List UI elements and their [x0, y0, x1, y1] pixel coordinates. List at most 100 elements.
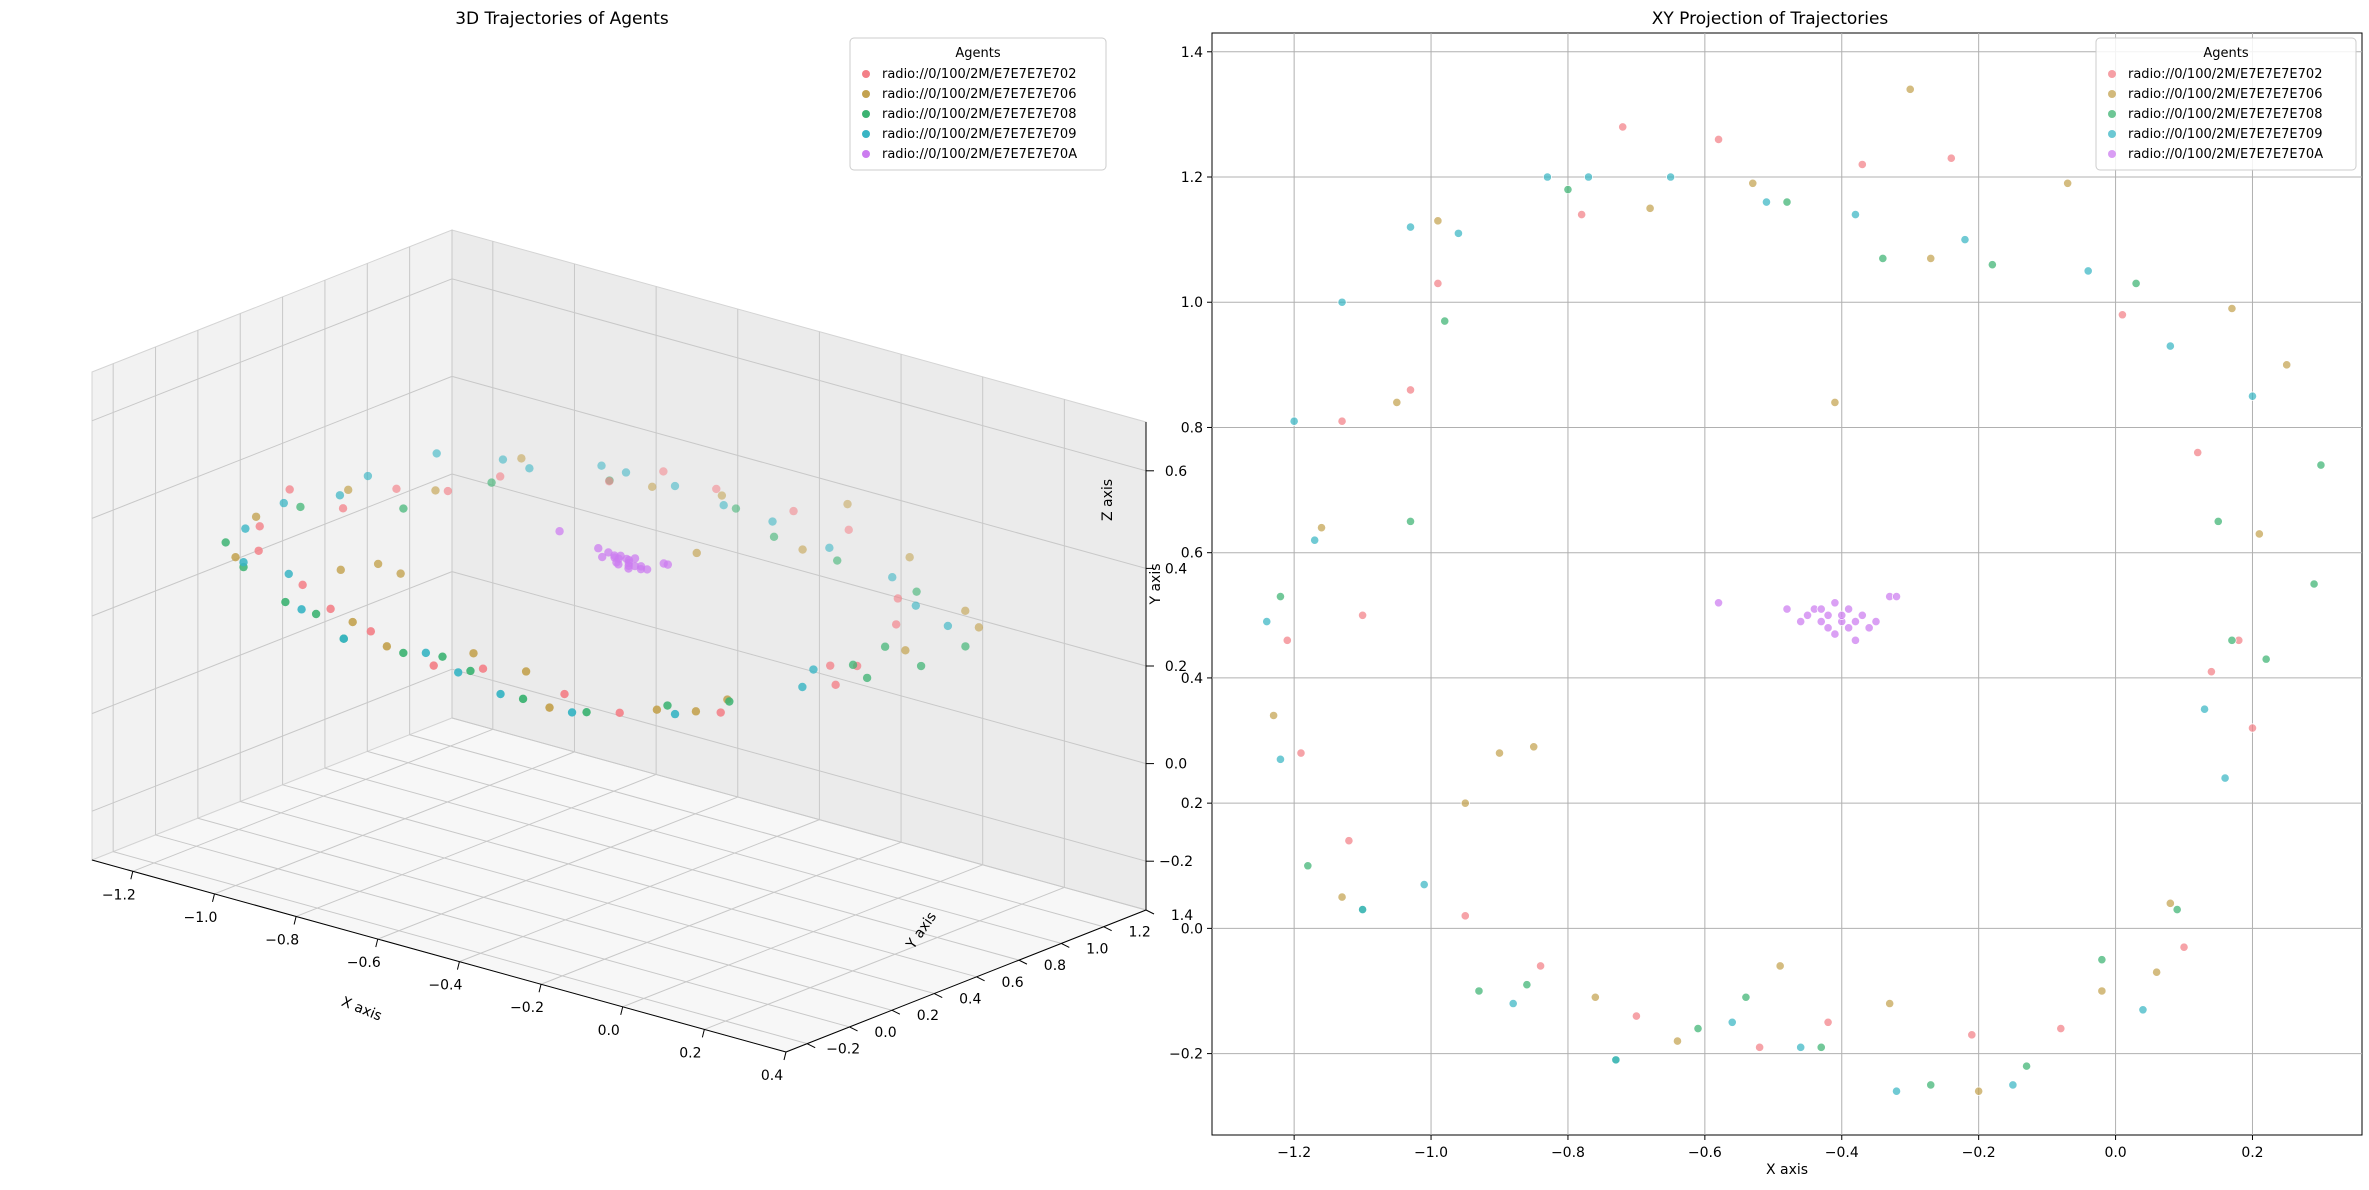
y-tick — [1145, 909, 1155, 915]
x-tick — [701, 1029, 705, 1038]
point-09 — [1508, 998, 1518, 1009]
point-08 — [582, 707, 591, 717]
x-tick-label: 0.2 — [2241, 1145, 2263, 1161]
x-gridline-floor — [295, 774, 657, 917]
point-06 — [545, 703, 554, 712]
x-axis-line — [91, 859, 787, 1053]
legend-label: radio://0/100/2M/E7E7E7E708 — [882, 107, 1076, 122]
point-09 — [2220, 773, 2230, 783]
point-09 — [335, 491, 345, 500]
point-09 — [363, 471, 373, 481]
point-09 — [2199, 704, 2210, 714]
point-06 — [647, 482, 657, 492]
x-gridline-floor — [704, 886, 1065, 1030]
legend-marker — [2108, 90, 2116, 98]
point-0a — [624, 564, 633, 573]
point-06 — [1269, 710, 1279, 721]
legend-label: radio://0/100/2M/E7E7E7E706 — [882, 87, 1076, 102]
point-09 — [421, 648, 431, 658]
point-09 — [1357, 904, 1368, 915]
z-gridline-left — [91, 668, 453, 812]
x-gridline-floor — [132, 728, 494, 872]
point-02 — [605, 477, 614, 486]
point-09 — [1275, 754, 1286, 764]
x-tick — [211, 893, 215, 903]
point-09 — [1611, 1055, 1621, 1065]
point-02 — [1577, 209, 1587, 220]
point-0a — [610, 551, 619, 560]
point-02 — [1631, 1011, 1642, 1021]
point-09 — [1453, 228, 1464, 238]
chart-xy-ylabel: Y axis — [1148, 563, 1164, 605]
x-tick-label: −0.4 — [428, 978, 462, 994]
point-0a — [1796, 616, 1806, 627]
z-gridline-left — [91, 278, 453, 422]
point-08 — [399, 504, 408, 513]
chart-3d-legend: Agents radio://0/100/2M/E7E7E7E702 radio:/… — [849, 37, 1107, 171]
point-09 — [1419, 879, 1429, 890]
point-09 — [567, 708, 577, 717]
point-06 — [798, 545, 807, 554]
point-08 — [281, 597, 290, 607]
point-06 — [961, 606, 970, 616]
point-09 — [339, 634, 348, 643]
point-02 — [2247, 723, 2258, 733]
point-02 — [560, 689, 569, 699]
point-06 — [1529, 742, 1539, 752]
point-08 — [2021, 1061, 2032, 1071]
chart-xy-xlabel: X axis — [1766, 1162, 1808, 1178]
point-02 — [392, 484, 401, 494]
point-06 — [1775, 961, 1785, 971]
point-02 — [1433, 278, 1443, 289]
point-08 — [2097, 955, 2107, 965]
point-06 — [382, 642, 392, 651]
point-06 — [348, 617, 357, 627]
point-06 — [431, 486, 440, 495]
y-tick-label: −0.2 — [1169, 1047, 1203, 1063]
x-gridline-floor — [377, 796, 738, 940]
point-02 — [1535, 961, 1546, 971]
point-09 — [2247, 391, 2258, 401]
y-gridline-floor — [240, 801, 935, 995]
point-0a — [663, 560, 673, 569]
point-09 — [2083, 266, 2093, 276]
point-09 — [2008, 1080, 2018, 1090]
chart-3d-title: 3D Trajectories of Agents — [455, 9, 669, 29]
point-08 — [663, 701, 672, 710]
x-tick-label: −1.2 — [102, 887, 136, 903]
point-08 — [1878, 253, 1888, 264]
point-09 — [1310, 535, 1320, 545]
point-08 — [880, 642, 890, 651]
point-09 — [1796, 1042, 1806, 1052]
point-08 — [916, 661, 926, 671]
point-08 — [912, 587, 921, 596]
point-06 — [1748, 178, 1758, 188]
point-08 — [2227, 635, 2237, 645]
point-0a — [1802, 610, 1813, 620]
point-06 — [1926, 253, 1936, 264]
point-02 — [1460, 911, 1470, 921]
legend-marker — [2108, 110, 2116, 118]
chart-xy-ticks: −1.2 −1.0 −0.8 −0.6 −0.4 −0.2 0.0 0.2 −0.2 0.0 0.2… — [1169, 45, 2264, 1161]
y-tick-label: 0.2 — [917, 1008, 939, 1024]
legend-label: radio://0/100/2M/E7E7E7E706 — [2128, 87, 2322, 102]
legend-marker — [862, 90, 870, 98]
point-06 — [1672, 1036, 1683, 1046]
y-tick-label: 1.2 — [1129, 925, 1151, 941]
point-02 — [893, 594, 903, 603]
point-09 — [1850, 209, 1861, 220]
point-0a — [1844, 604, 1854, 614]
point-06 — [2254, 529, 2264, 539]
point-0a — [630, 554, 640, 563]
chart-xy-plot-area — [1211, 32, 2363, 1136]
x-tick — [620, 1006, 624, 1015]
chart-3d-axes: −1.2 −1.0 −0.8 −0.6 −0.4 −0.2 0.0 0.2 0.4 −0.2 0.0… — [91, 422, 1193, 1084]
point-08 — [221, 538, 230, 547]
point-0a — [636, 564, 646, 574]
point-02 — [2056, 1023, 2066, 1034]
point-06 — [231, 552, 240, 562]
point-06 — [1885, 998, 1895, 1009]
point-06 — [396, 569, 405, 578]
point-02 — [338, 504, 348, 513]
